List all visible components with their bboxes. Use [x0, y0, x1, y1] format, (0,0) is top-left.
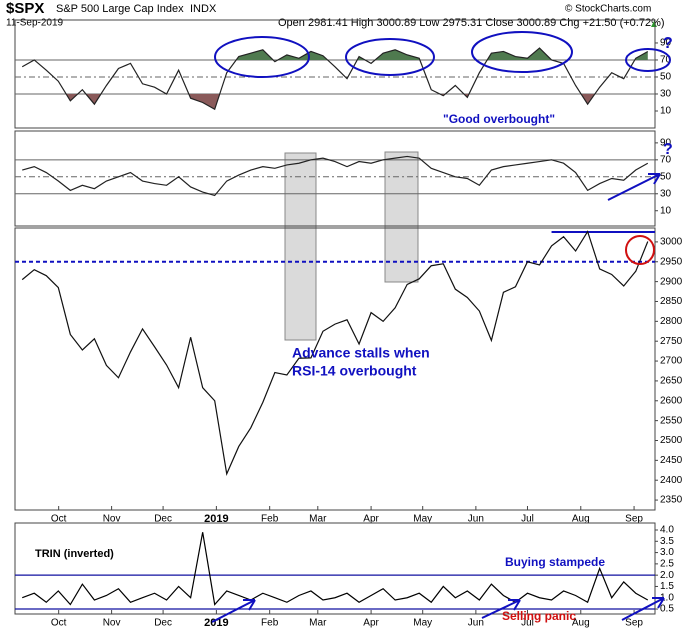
- y-tick-label: 4.0: [660, 525, 674, 536]
- overbought-area: [22, 48, 648, 60]
- credit: © StockCharts.com: [565, 4, 651, 15]
- question: ?: [663, 141, 673, 158]
- y-tick-label: 50: [660, 72, 672, 83]
- y-tick-label: 2350: [660, 495, 683, 506]
- ellipse: [625, 48, 671, 72]
- y-tick-label: 1.5: [660, 581, 674, 592]
- highlight-box: [384, 151, 419, 283]
- y-tick-label: 2800: [660, 316, 683, 327]
- series-line: [21, 47, 649, 111]
- x-tick-label: Apr: [363, 618, 379, 629]
- y-tick-label: 2650: [660, 376, 683, 387]
- y-tick-label: 3.5: [660, 536, 674, 547]
- x-tick-label: Jul: [521, 618, 534, 629]
- y-tick-label: 2450: [660, 455, 683, 466]
- symbol: $SPX: [6, 0, 44, 17]
- y-tick-label: 10: [660, 106, 672, 117]
- oversold-area: [22, 93, 648, 110]
- y-tick-label: 2950: [660, 256, 683, 267]
- x-tick-label: Apr: [363, 514, 379, 525]
- exchange: INDX: [190, 3, 217, 15]
- quote: Open 2981.41 High 3000.89 Low 2975.31 Cl…: [278, 17, 665, 29]
- y-tick-label: 2.5: [660, 559, 674, 570]
- panel-frame: [14, 227, 656, 511]
- y-tick-label: 30: [660, 188, 672, 199]
- plots: 10 30 50 70 90 10 30 50 70 90 2350 2400 2450 2500 2550…: [14, 19, 683, 629]
- panel-frame: [14, 130, 656, 227]
- y-tick-label: 90: [660, 138, 672, 149]
- y-tick-label: 2900: [660, 276, 683, 287]
- x-tick-label: May: [413, 514, 432, 525]
- y-tick-label: 2500: [660, 435, 683, 446]
- x-tick-label: Oct: [51, 618, 67, 629]
- x-tick-label: Jun: [468, 618, 484, 629]
- y-tick-label: 90: [660, 38, 672, 49]
- panel-label: TRIN (inverted): [35, 548, 114, 560]
- x-tick-label: Aug: [572, 618, 590, 629]
- y-tick-label: 3000: [660, 237, 683, 248]
- x-tick-label: 2019: [204, 617, 228, 629]
- note: Buying stampede: [505, 555, 605, 569]
- note: RSI-14 overbought: [292, 363, 417, 379]
- x-tick-label: Dec: [154, 514, 172, 525]
- x-tick-label: Aug: [572, 514, 590, 525]
- note: "Good overbought": [443, 112, 555, 126]
- x-tick-label: Sep: [625, 618, 643, 629]
- circle: [625, 235, 655, 265]
- series-line: [22, 155, 649, 197]
- x-tick-label: Jun: [468, 514, 484, 525]
- y-tick-label: 1.0: [660, 592, 674, 603]
- y-tick-label: 2550: [660, 415, 683, 426]
- y-tick-label: 2.0: [660, 570, 674, 581]
- note: Advance stalls when: [292, 345, 430, 361]
- y-tick-label: 10: [660, 205, 672, 216]
- highlight-box: [284, 152, 317, 341]
- x-tick-label: Oct: [51, 514, 67, 525]
- arrow: [211, 599, 256, 623]
- x-tick-label: Mar: [309, 514, 327, 525]
- panel-frame: [14, 19, 656, 129]
- y-tick-label: 2850: [660, 296, 683, 307]
- y-tick-label: 2750: [660, 336, 683, 347]
- ellipse: [345, 38, 435, 76]
- y-tick-label: 50: [660, 171, 672, 182]
- y-tick-label: 2600: [660, 395, 683, 406]
- y-tick-label: 70: [660, 154, 672, 165]
- ellipse: [471, 31, 573, 73]
- question: ?: [663, 35, 673, 52]
- date: 11-Sep-2019: [6, 18, 64, 29]
- y-tick-label: 2400: [660, 475, 683, 486]
- header: $SPX S&P 500 Large Cap Index INDX © Stoc…: [6, 0, 665, 29]
- x-tick-label: Sep: [625, 514, 643, 525]
- highlight-boxes: [284, 151, 419, 341]
- ellipse: [214, 36, 310, 78]
- index-name: S&P 500 Large Cap Index: [56, 3, 184, 15]
- x-tick-label: Dec: [154, 618, 172, 629]
- series-line: [22, 532, 649, 606]
- x-tick-label: Mar: [309, 618, 327, 629]
- note: Selling panic: [502, 609, 576, 623]
- x-tick-label: 2019: [204, 513, 228, 525]
- arrow: [481, 599, 521, 619]
- y-tick-label: 70: [660, 55, 672, 66]
- arrow: [621, 597, 665, 621]
- y-tick-label: 3.0: [660, 547, 674, 558]
- x-tick-label: Feb: [261, 618, 279, 629]
- series-line: [21, 230, 649, 476]
- y-tick-label: 2700: [660, 356, 683, 367]
- x-tick-label: Nov: [103, 514, 121, 525]
- arrow: [607, 173, 661, 201]
- y-tick-label: 0.5: [660, 604, 674, 615]
- x-tick-label: Jul: [521, 514, 534, 525]
- x-tick-label: Nov: [103, 618, 121, 629]
- annotation-shapes: [211, 31, 671, 623]
- panel-frame: [14, 522, 656, 615]
- x-tick-label: May: [413, 618, 432, 629]
- y-tick-label: 30: [660, 89, 672, 100]
- annotations: ? ? "Good overbought" Advance stalls whe…: [35, 35, 673, 623]
- x-tick-label: Feb: [261, 514, 279, 525]
